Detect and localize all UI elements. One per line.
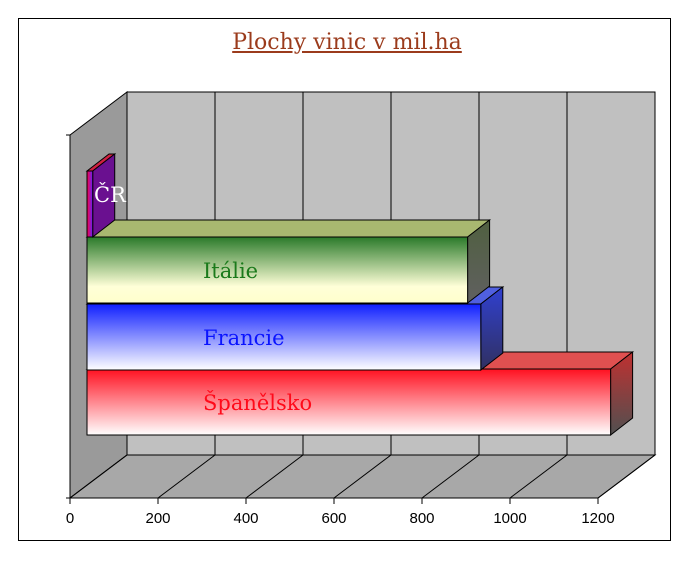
x-tick-label: 1200 [581, 510, 614, 527]
bars: Španělsko Francie Itálie ČR [85, 152, 635, 437]
floor-gridline [509, 454, 568, 499]
x-tick-label: 200 [145, 510, 170, 527]
x-tick-label: 0 [66, 510, 74, 527]
bar-3: ČR [85, 152, 127, 239]
floor-gridline [597, 454, 656, 499]
bar-label: ČR [94, 182, 127, 207]
floor-gridline [333, 454, 392, 499]
x-tick-label: 800 [409, 510, 434, 527]
bar-label: Itálie [203, 259, 258, 283]
floor-gridline [245, 454, 304, 499]
floor-gridline [157, 454, 216, 499]
floor-gridline [421, 454, 480, 499]
x-axis: 0 200 400 600 800 1000 1200 [66, 134, 615, 527]
x-tick-label: 1000 [493, 510, 526, 527]
x-tick-label: 400 [233, 510, 258, 527]
bar-face [86, 170, 94, 238]
x-tick-label: 600 [321, 510, 346, 527]
bar-label: Španělsko [203, 390, 312, 415]
bar-top [85, 219, 492, 238]
bar-face [86, 368, 612, 436]
bar-face [86, 236, 469, 304]
bar-face [86, 303, 482, 371]
chart-title: Plochy vinic v mil.ha [232, 30, 462, 55]
bar-label: Francie [203, 326, 285, 350]
floor-gridline [69, 454, 128, 499]
bar-2: Itálie [85, 218, 492, 305]
